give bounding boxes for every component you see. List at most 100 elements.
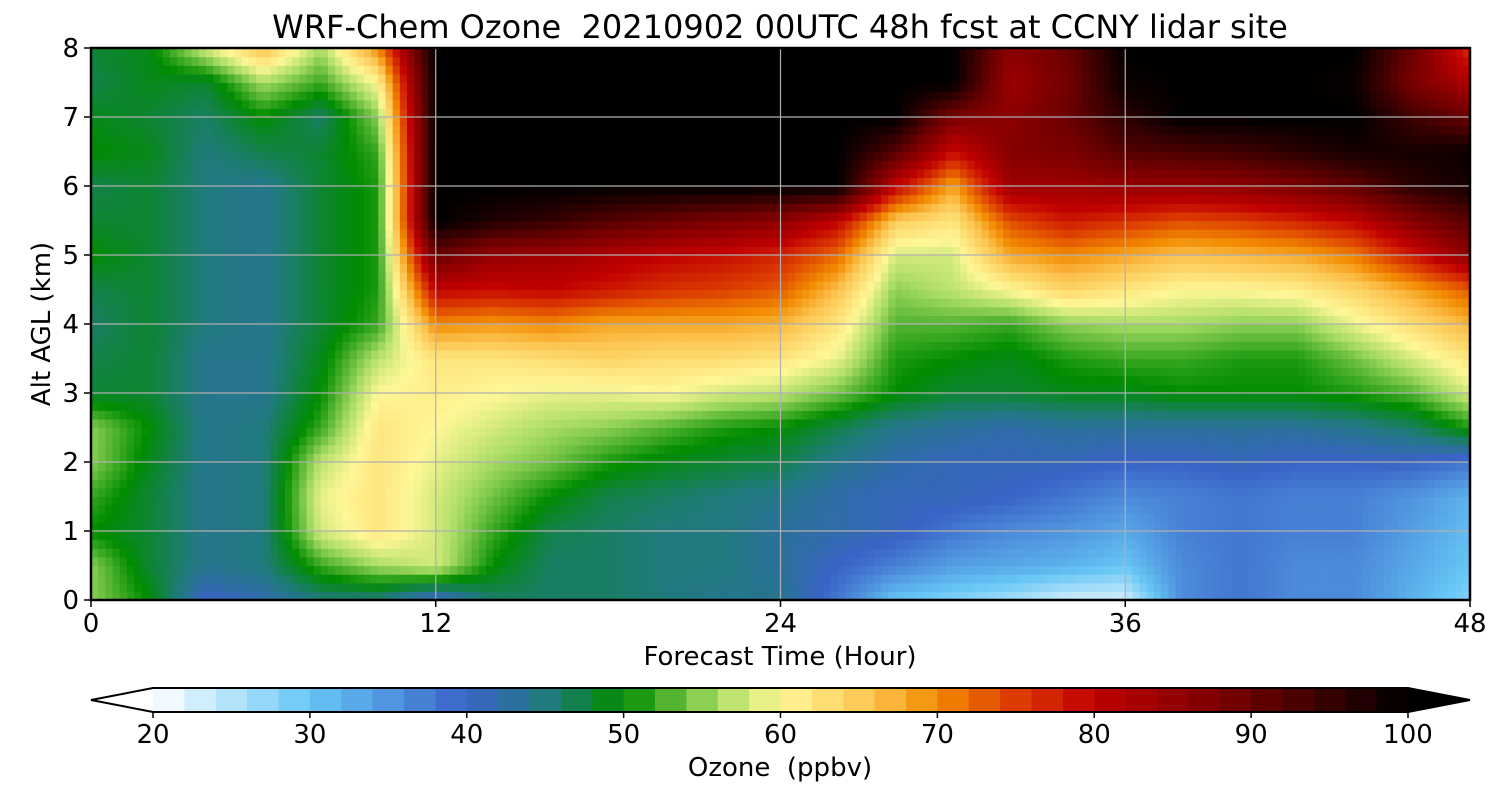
heatmap-cell bbox=[155, 410, 164, 420]
heatmap-cell bbox=[766, 487, 774, 498]
heatmap-cell bbox=[988, 539, 997, 549]
heatmap-cell bbox=[486, 487, 494, 498]
heatmap-cell bbox=[486, 436, 494, 446]
heatmap-cell bbox=[184, 384, 193, 394]
heatmap-cell bbox=[809, 591, 818, 600]
heatmap-cell bbox=[780, 565, 789, 575]
heatmap-cell bbox=[500, 591, 509, 600]
heatmap-cell bbox=[1441, 513, 1450, 523]
heatmap-cell bbox=[1103, 393, 1112, 403]
heatmap-cell bbox=[407, 393, 415, 403]
heatmap-cell bbox=[306, 393, 315, 403]
heatmap-cell bbox=[1441, 496, 1450, 506]
heatmap-cell bbox=[1046, 496, 1055, 506]
heatmap-cell bbox=[399, 418, 408, 429]
heatmap-cell bbox=[457, 531, 466, 541]
heatmap-cell bbox=[299, 410, 308, 420]
heatmap-cell bbox=[1225, 539, 1234, 549]
heatmap-cell bbox=[1398, 479, 1406, 489]
heatmap-cell bbox=[1168, 513, 1177, 523]
heatmap-cell bbox=[313, 444, 322, 454]
heatmap-cell bbox=[356, 375, 365, 385]
heatmap-cell bbox=[974, 591, 983, 600]
heatmap-cell bbox=[234, 522, 243, 532]
heatmap-cell bbox=[579, 393, 588, 403]
heatmap-cell bbox=[478, 401, 487, 411]
heatmap-cell bbox=[1010, 513, 1019, 523]
heatmap-cell bbox=[550, 582, 559, 592]
heatmap-cell bbox=[615, 427, 624, 437]
heatmap-cell bbox=[1455, 479, 1464, 489]
heatmap-cell bbox=[565, 444, 573, 454]
heatmap-cell bbox=[967, 574, 976, 584]
heatmap-cell bbox=[859, 401, 868, 411]
heatmap-cell bbox=[421, 565, 430, 575]
heatmap-cell bbox=[371, 565, 379, 575]
heatmap-cell bbox=[1390, 436, 1399, 446]
heatmap-cell bbox=[155, 574, 164, 584]
heatmap-cell bbox=[191, 505, 200, 515]
heatmap-cell bbox=[313, 496, 322, 506]
heatmap-cell bbox=[1182, 513, 1191, 523]
heatmap-cell bbox=[895, 401, 904, 411]
heatmap-cell bbox=[428, 548, 437, 558]
heatmap-cell bbox=[931, 548, 940, 558]
heatmap-cell bbox=[952, 522, 961, 532]
heatmap-cell bbox=[888, 479, 897, 489]
heatmap-cell bbox=[270, 384, 279, 394]
heatmap-cell bbox=[651, 496, 659, 506]
heatmap-cell bbox=[1132, 393, 1141, 403]
heatmap-cell bbox=[988, 436, 997, 446]
heatmap-cell bbox=[1082, 539, 1090, 549]
heatmap-cell bbox=[1074, 548, 1083, 558]
heatmap-cell bbox=[758, 444, 767, 454]
heatmap-cell bbox=[371, 479, 379, 489]
heatmap-cell bbox=[1211, 393, 1220, 403]
heatmap-cell bbox=[816, 582, 825, 592]
heatmap-cell bbox=[299, 591, 308, 600]
heatmap-cell bbox=[1017, 393, 1026, 403]
heatmap-cell bbox=[414, 591, 422, 600]
heatmap-cell bbox=[960, 487, 968, 498]
heatmap-cell bbox=[249, 487, 257, 498]
heatmap-cell bbox=[284, 470, 293, 480]
heatmap-cell bbox=[119, 505, 128, 515]
heatmap-cell bbox=[98, 453, 106, 463]
heatmap-cell bbox=[328, 565, 336, 575]
heatmap-cell bbox=[1182, 565, 1191, 575]
heatmap-cell bbox=[1254, 453, 1263, 463]
heatmap-cell bbox=[1426, 513, 1435, 523]
heatmap-cell bbox=[1153, 574, 1162, 584]
heatmap-cell bbox=[550, 548, 559, 558]
heatmap-cell bbox=[952, 393, 961, 403]
heatmap-cell bbox=[1455, 522, 1464, 532]
heatmap-cell bbox=[1017, 479, 1026, 489]
heatmap-cell bbox=[1290, 410, 1299, 420]
heatmap-cell bbox=[866, 462, 875, 472]
heatmap-cell bbox=[1182, 539, 1191, 549]
heatmap-cell bbox=[1110, 505, 1119, 515]
heatmap-cell bbox=[1197, 487, 1205, 498]
heatmap-cell bbox=[256, 513, 264, 523]
heatmap-cell bbox=[794, 574, 803, 584]
heatmap-cell bbox=[988, 393, 997, 403]
heatmap-cell bbox=[916, 565, 925, 575]
heatmap-cell bbox=[1232, 453, 1241, 463]
heatmap-cell bbox=[586, 436, 595, 446]
heatmap-cell bbox=[1333, 418, 1342, 429]
heatmap-cell bbox=[177, 548, 185, 558]
heatmap-cell bbox=[1211, 444, 1220, 454]
heatmap-cell bbox=[241, 513, 250, 523]
heatmap-cell bbox=[1326, 565, 1335, 575]
heatmap-cell bbox=[342, 436, 351, 446]
heatmap-cell bbox=[1268, 479, 1277, 489]
heatmap-cell bbox=[126, 470, 135, 480]
heatmap-cell bbox=[1161, 393, 1169, 403]
heatmap-cell bbox=[249, 565, 257, 575]
heatmap-cell bbox=[205, 470, 214, 480]
heatmap-cell bbox=[1268, 522, 1277, 532]
heatmap-cell bbox=[1326, 453, 1335, 463]
heatmap-cell bbox=[895, 496, 904, 506]
heatmap-cell bbox=[421, 470, 430, 480]
heatmap-cell bbox=[701, 384, 710, 394]
